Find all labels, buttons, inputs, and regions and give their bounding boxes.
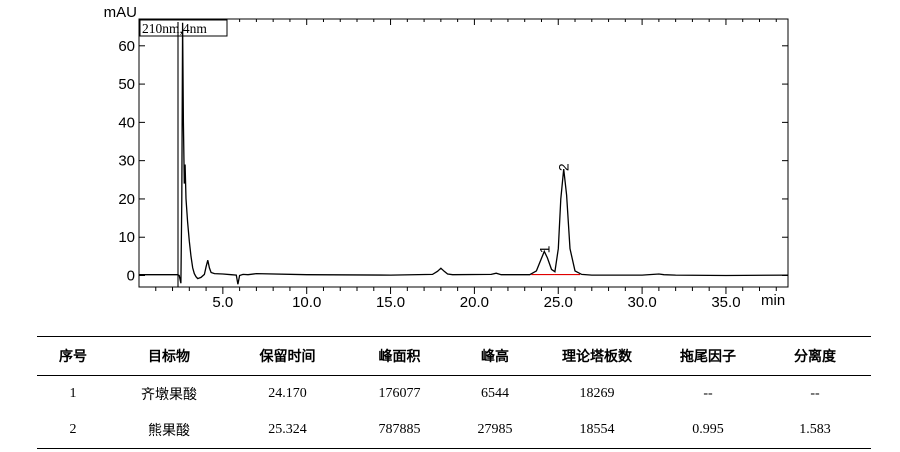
header-cell: 峰高 [453, 336, 537, 376]
table-cell: 2 [37, 412, 109, 449]
header-cell: 保留时间 [229, 336, 346, 376]
table-cell: 齐墩果酸 [141, 388, 197, 403]
table-cell: 18554 [537, 412, 657, 449]
table-header-row: 序号 目标物 保留时间 峰面积 峰高 理论塔板数 拖尾因子 分离度 [37, 336, 871, 376]
x-tick-label: 5.0 [212, 294, 233, 311]
header-cell: 理论塔板数 [537, 336, 657, 376]
results-table: 序号 目标物 保留时间 峰面积 峰高 理论塔板数 拖尾因子 分离度 1 齐墩果酸… [37, 336, 871, 449]
table-cell: 0.995 [657, 412, 759, 449]
table-cell: 熊果酸 [109, 412, 229, 449]
table-cell: 18269 [579, 386, 615, 401]
x-axis-label: min [761, 292, 785, 309]
x-axis: 5.0 10.0 15.0 20.0 25.0 30.0 35.0 [155, 19, 777, 311]
plot-frame [138, 18, 789, 288]
table-cell: -- [810, 386, 820, 401]
y-axis: 0 10 20 30 40 50 60 [118, 38, 788, 285]
y-tick-label: 60 [118, 38, 135, 55]
y-tick-label: 40 [118, 114, 135, 131]
x-tick-label: 30.0 [627, 294, 656, 311]
header-cell: 序号 [37, 336, 109, 376]
y-axis-label: mAU [104, 4, 137, 21]
header-cell: 分离度 [759, 336, 871, 376]
header-cell: 目标物 [109, 336, 229, 376]
table-cell: 787885 [346, 412, 453, 449]
detector-label: 210nm,4nm [142, 21, 207, 36]
y-tick-label: 50 [118, 76, 135, 93]
chromatogram-chart: 0 10 20 30 40 50 60 5.0 10.0 15.0 20.0 25.0 30.0 35.… [104, 4, 789, 311]
table-cell: 24.170 [268, 386, 307, 401]
chromatogram-trace [139, 22, 789, 285]
header-cell: 峰面积 [346, 336, 453, 376]
x-tick-label: 25.0 [544, 294, 573, 311]
table-cell: 25.324 [229, 412, 346, 449]
y-tick-label: 10 [118, 229, 135, 246]
x-tick-label: 10.0 [292, 294, 321, 311]
x-tick-label: 20.0 [460, 294, 489, 311]
table-cell: -- [703, 386, 713, 401]
detector-label-box [139, 19, 228, 37]
peak-labels: 12 [536, 163, 571, 253]
peak-label: 2 [556, 163, 572, 171]
header-cell: 拖尾因子 [657, 336, 759, 376]
table-cell: 1 [69, 386, 77, 401]
table-cell: 176077 [378, 386, 421, 401]
y-tick-label: 20 [118, 191, 135, 208]
y-tick-label: 30 [118, 153, 135, 170]
x-tick-label: 15.0 [376, 294, 405, 311]
table-cell: 6544 [481, 386, 509, 401]
table-row: 2 熊果酸 25.324 787885 27985 18554 0.995 1.… [37, 412, 871, 449]
x-tick-label: 35.0 [711, 294, 740, 311]
table-cell: 1.583 [759, 412, 871, 449]
table-cell: 27985 [453, 412, 537, 449]
y-tick-label: 0 [127, 268, 135, 285]
peak-label: 1 [536, 245, 552, 253]
table-row: 1 齐墩果酸 24.170 176077 6544 18269 -- -- [37, 376, 871, 413]
